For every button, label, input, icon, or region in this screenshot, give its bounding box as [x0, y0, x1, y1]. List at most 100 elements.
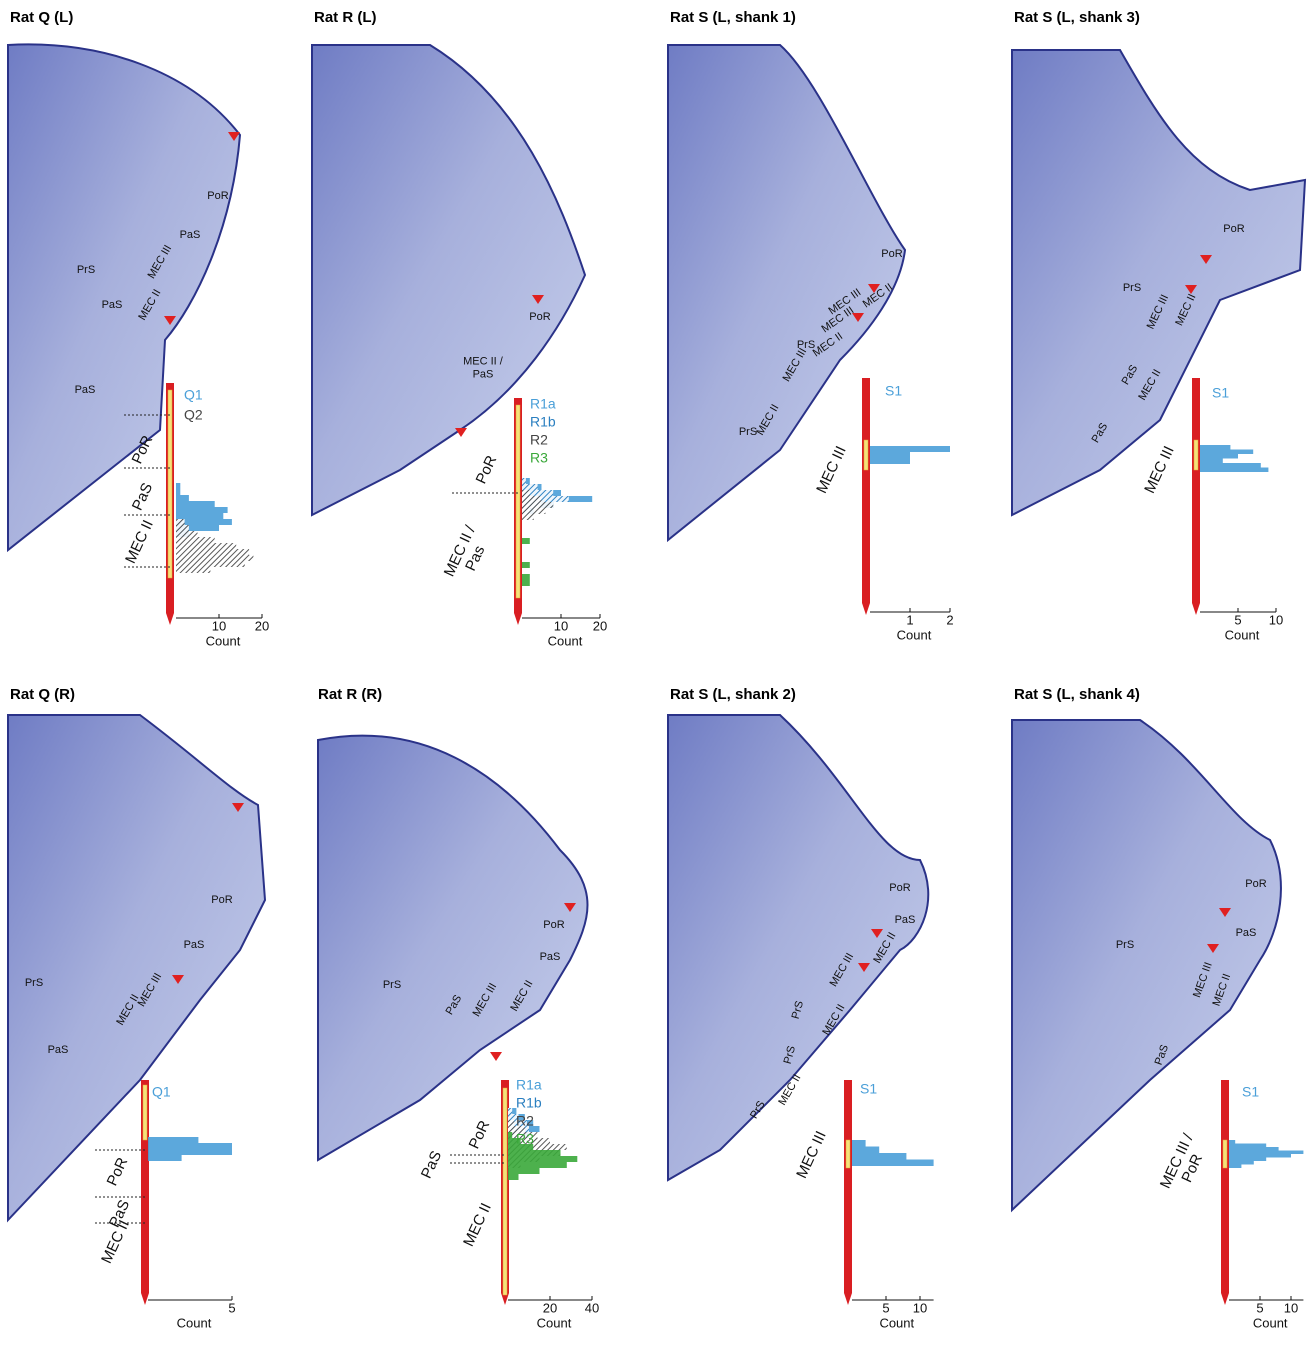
histogram-bar [852, 1147, 879, 1154]
x-axis-label: Count [1225, 627, 1260, 642]
x-axis-label: Count [206, 633, 241, 648]
region-label: PoR [207, 190, 228, 202]
legend-entry: R1a [516, 1077, 542, 1093]
probe-region-label: PaS [418, 1148, 445, 1181]
probe [844, 1080, 852, 1305]
histogram-bar [508, 1174, 519, 1180]
histogram-bar [1200, 450, 1253, 455]
region-label: PrS [77, 264, 95, 276]
region-label: PoR [543, 919, 564, 931]
panel-title: Rat R (L) [314, 9, 377, 26]
region-label: PoR [1245, 878, 1266, 890]
legend-entry: S1 [1242, 1084, 1259, 1100]
region-label: PrS [1116, 939, 1134, 951]
x-axis-label: Count [1253, 1315, 1288, 1330]
region-label: PrS [1123, 282, 1141, 294]
probe-region-label: PoR [473, 453, 501, 487]
histogram-bar [1200, 468, 1268, 473]
legend-entry: R2 [530, 432, 548, 448]
x-tick-label: 1 [906, 612, 913, 627]
histogram-bar [176, 561, 245, 567]
probe [1221, 1080, 1229, 1305]
region-label: PaS [180, 229, 201, 241]
figure: Rat Q (L) PoR PaS PrS MEC III PaS MEC II PaS PoR… [0, 0, 1314, 1349]
probe-region-label: MEC III [1141, 444, 1178, 497]
histogram-bar [522, 478, 526, 484]
probe-region-label: MEC II [98, 1217, 133, 1266]
probe-region-label: MEC III [793, 1129, 830, 1182]
x-tick-label: 5 [882, 1300, 889, 1315]
x-tick-label: 10 [913, 1300, 927, 1315]
recording-site [1194, 440, 1198, 470]
probe-region-label: PaS [129, 480, 156, 513]
region-label: PaS [1236, 927, 1257, 939]
histogram-bar [176, 501, 215, 507]
region-label-line: MEC II / [463, 355, 504, 367]
histogram-bar [148, 1137, 198, 1143]
x-tick-label: 5 [1234, 612, 1241, 627]
recording-site [168, 390, 172, 578]
histogram-bar [522, 484, 538, 490]
histogram-bar [176, 549, 249, 555]
recording-site [143, 1085, 147, 1140]
probe [1192, 378, 1200, 615]
legend-entry: R3 [516, 1131, 534, 1147]
panel-title: Rat Q (R) [10, 686, 75, 703]
region-label: PaS [75, 384, 96, 396]
histogram-bar [176, 567, 210, 573]
histogram-bar [176, 483, 180, 489]
histogram-bar [176, 507, 228, 513]
legend-entry: S1 [860, 1081, 877, 1097]
panel-title: Rat R (R) [318, 686, 382, 703]
histogram-bar [508, 1150, 561, 1156]
histogram-bar [522, 502, 553, 508]
histogram-bar [522, 580, 530, 586]
probe-region-label: MEC III /PoR [1157, 1130, 1213, 1198]
histogram-bar [1229, 1154, 1291, 1158]
region-label: PaS [102, 299, 123, 311]
x-axis-label: Count [537, 1315, 572, 1330]
panel-title: Rat S (L, shank 1) [670, 9, 796, 26]
x-tick-label: 10 [1284, 1300, 1298, 1315]
histogram-bar [176, 525, 189, 531]
histogram-bar [176, 543, 236, 549]
histogram-bar [1229, 1165, 1241, 1169]
x-tick-label: 20 [593, 618, 607, 633]
legend-entry: R1a [530, 396, 556, 412]
histogram-bar [870, 452, 910, 458]
x-tick-label: 5 [1256, 1300, 1263, 1315]
histogram-bar [1229, 1161, 1254, 1165]
recording-site [1223, 1140, 1227, 1168]
x-axis-label: Count [879, 1315, 914, 1330]
histogram-bar [1229, 1151, 1303, 1155]
legend-entry: R3 [530, 450, 548, 466]
probe-region-label: MEC III [813, 444, 850, 497]
panel-title: Rat S (L, shank 4) [1014, 686, 1140, 703]
histogram-bar [176, 489, 180, 495]
region-label: PrS [383, 979, 401, 991]
region-label-line: PaS [473, 368, 494, 380]
histogram-bar [522, 496, 542, 502]
histogram-bar [1229, 1144, 1266, 1148]
legend-entry: Q1 [152, 1084, 171, 1100]
legend-entry: R1b [516, 1095, 542, 1111]
histogram-bar [508, 1120, 514, 1126]
histogram-bar [176, 495, 189, 501]
histogram-bar [1200, 454, 1238, 459]
region-label-line: PoR [529, 311, 550, 323]
region-label: PoR [529, 311, 550, 323]
region-label: PrS [25, 977, 43, 989]
histogram-bar [522, 490, 530, 496]
histogram-bar [148, 1143, 232, 1149]
region-label: PaS [184, 939, 205, 951]
x-tick-label: 40 [585, 1300, 599, 1315]
probe-region-label: MEC II [122, 517, 157, 566]
legend-entry: S1 [885, 383, 902, 399]
recording-site [516, 405, 520, 598]
histogram-bar [508, 1162, 567, 1168]
histogram-bar [176, 537, 215, 543]
probe-region-label: PoR [104, 1155, 132, 1189]
x-tick-label: 2 [946, 612, 953, 627]
panel-title: Rat Q (L) [10, 9, 73, 26]
legend-entry: Q2 [184, 407, 203, 423]
